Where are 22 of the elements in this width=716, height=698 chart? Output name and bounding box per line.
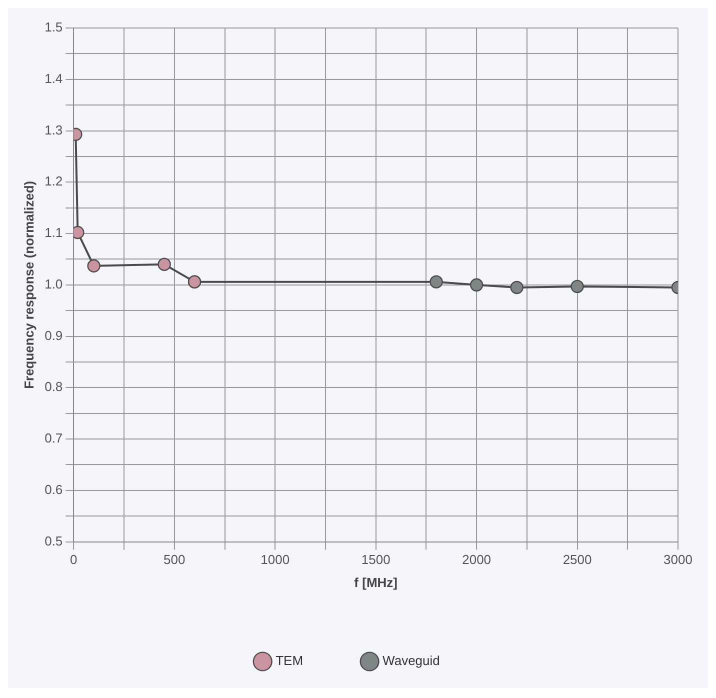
y-tick-label: 0.5 — [44, 533, 63, 548]
y-tick-label: 1.0 — [44, 276, 63, 292]
x-tick-label: 0 — [70, 552, 78, 568]
x-tick-label: 1500 — [361, 552, 390, 568]
y-tick-label: 1.1 — [44, 225, 63, 240]
x-tick-label: 3000 — [664, 552, 692, 568]
y-tick-label: 0.6 — [44, 482, 63, 497]
x-axis-title: f [MHz] — [354, 574, 398, 590]
y-tick-label: 1.4 — [44, 70, 63, 86]
y-tick-label: 0.8 — [44, 379, 63, 394]
y-tick-label: 1.3 — [44, 122, 63, 138]
x-tick-label: 1000 — [260, 552, 290, 568]
y-tick-label: 0.7 — [44, 430, 63, 446]
x-tick-label: 500 — [164, 552, 186, 568]
x-tick-label: 2000 — [462, 552, 492, 568]
y-tick-label: 0.9 — [44, 328, 63, 343]
y-axis-title: Frequency response (normalized) — [21, 180, 36, 389]
y-tick-label: 1.5 — [44, 20, 63, 35]
y-tick-label: 1.2 — [44, 174, 63, 189]
legend-label: Waveguid — [382, 653, 440, 668]
x-tick-label: 2500 — [562, 552, 592, 568]
legend-label: TEM — [276, 653, 304, 668]
